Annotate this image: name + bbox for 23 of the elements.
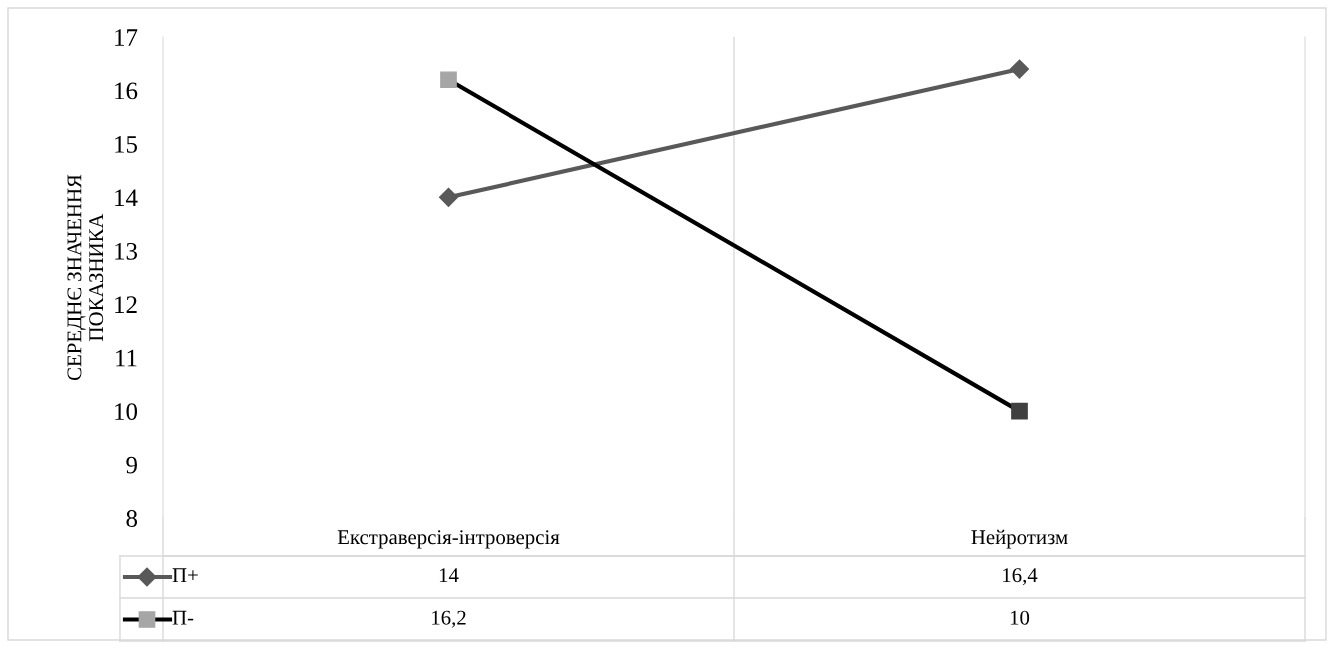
- data-label: 10: [1010, 610, 1030, 625]
- x-tick-label: Нейротизм: [971, 529, 1068, 549]
- y-tick-label: 13: [115, 242, 138, 260]
- y-tick-label: 8: [126, 510, 138, 527]
- legend-label: П-: [172, 610, 194, 625]
- data-label: 16,2: [432, 610, 466, 628]
- point: [1011, 402, 1028, 420]
- point: [438, 187, 459, 207]
- y-axis-title: СЕРЕДНЄ ЗНАЧЕННЯ ПОКАЗНИКА: [67, 174, 104, 381]
- point: [440, 71, 457, 89]
- y-tick-label: 10: [115, 403, 138, 421]
- data-label: 16,4: [1003, 568, 1038, 586]
- x-tick-label: Екстраверсія-інтроверсія: [337, 530, 560, 549]
- y-tick-label: 16: [115, 82, 138, 100]
- y-tick-label: 11: [116, 349, 137, 367]
- y-tick-label: 17: [115, 29, 138, 46]
- data-label: 14: [439, 568, 459, 583]
- y-tick-label: 12: [115, 296, 137, 313]
- point: [1009, 59, 1030, 79]
- y-tick-label: 9: [126, 456, 137, 474]
- legend-label: П+: [172, 568, 198, 583]
- y-tick-label: 14: [115, 189, 138, 207]
- y-tick-label: 15: [115, 136, 138, 153]
